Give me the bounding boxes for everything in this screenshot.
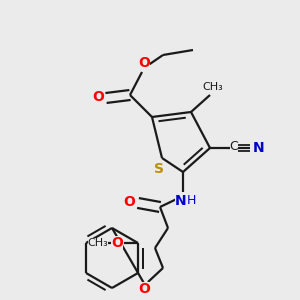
Text: CH₃: CH₃ bbox=[88, 238, 108, 248]
Text: O: O bbox=[92, 90, 104, 104]
Text: H: H bbox=[186, 194, 196, 208]
Text: S: S bbox=[154, 162, 164, 176]
Text: N: N bbox=[175, 194, 187, 208]
Text: N: N bbox=[253, 141, 265, 155]
Text: O: O bbox=[111, 236, 123, 250]
Text: O: O bbox=[123, 195, 135, 209]
Text: O: O bbox=[138, 282, 150, 296]
Text: CH₃: CH₃ bbox=[202, 82, 224, 92]
Text: C: C bbox=[230, 140, 238, 154]
Text: O: O bbox=[138, 56, 150, 70]
